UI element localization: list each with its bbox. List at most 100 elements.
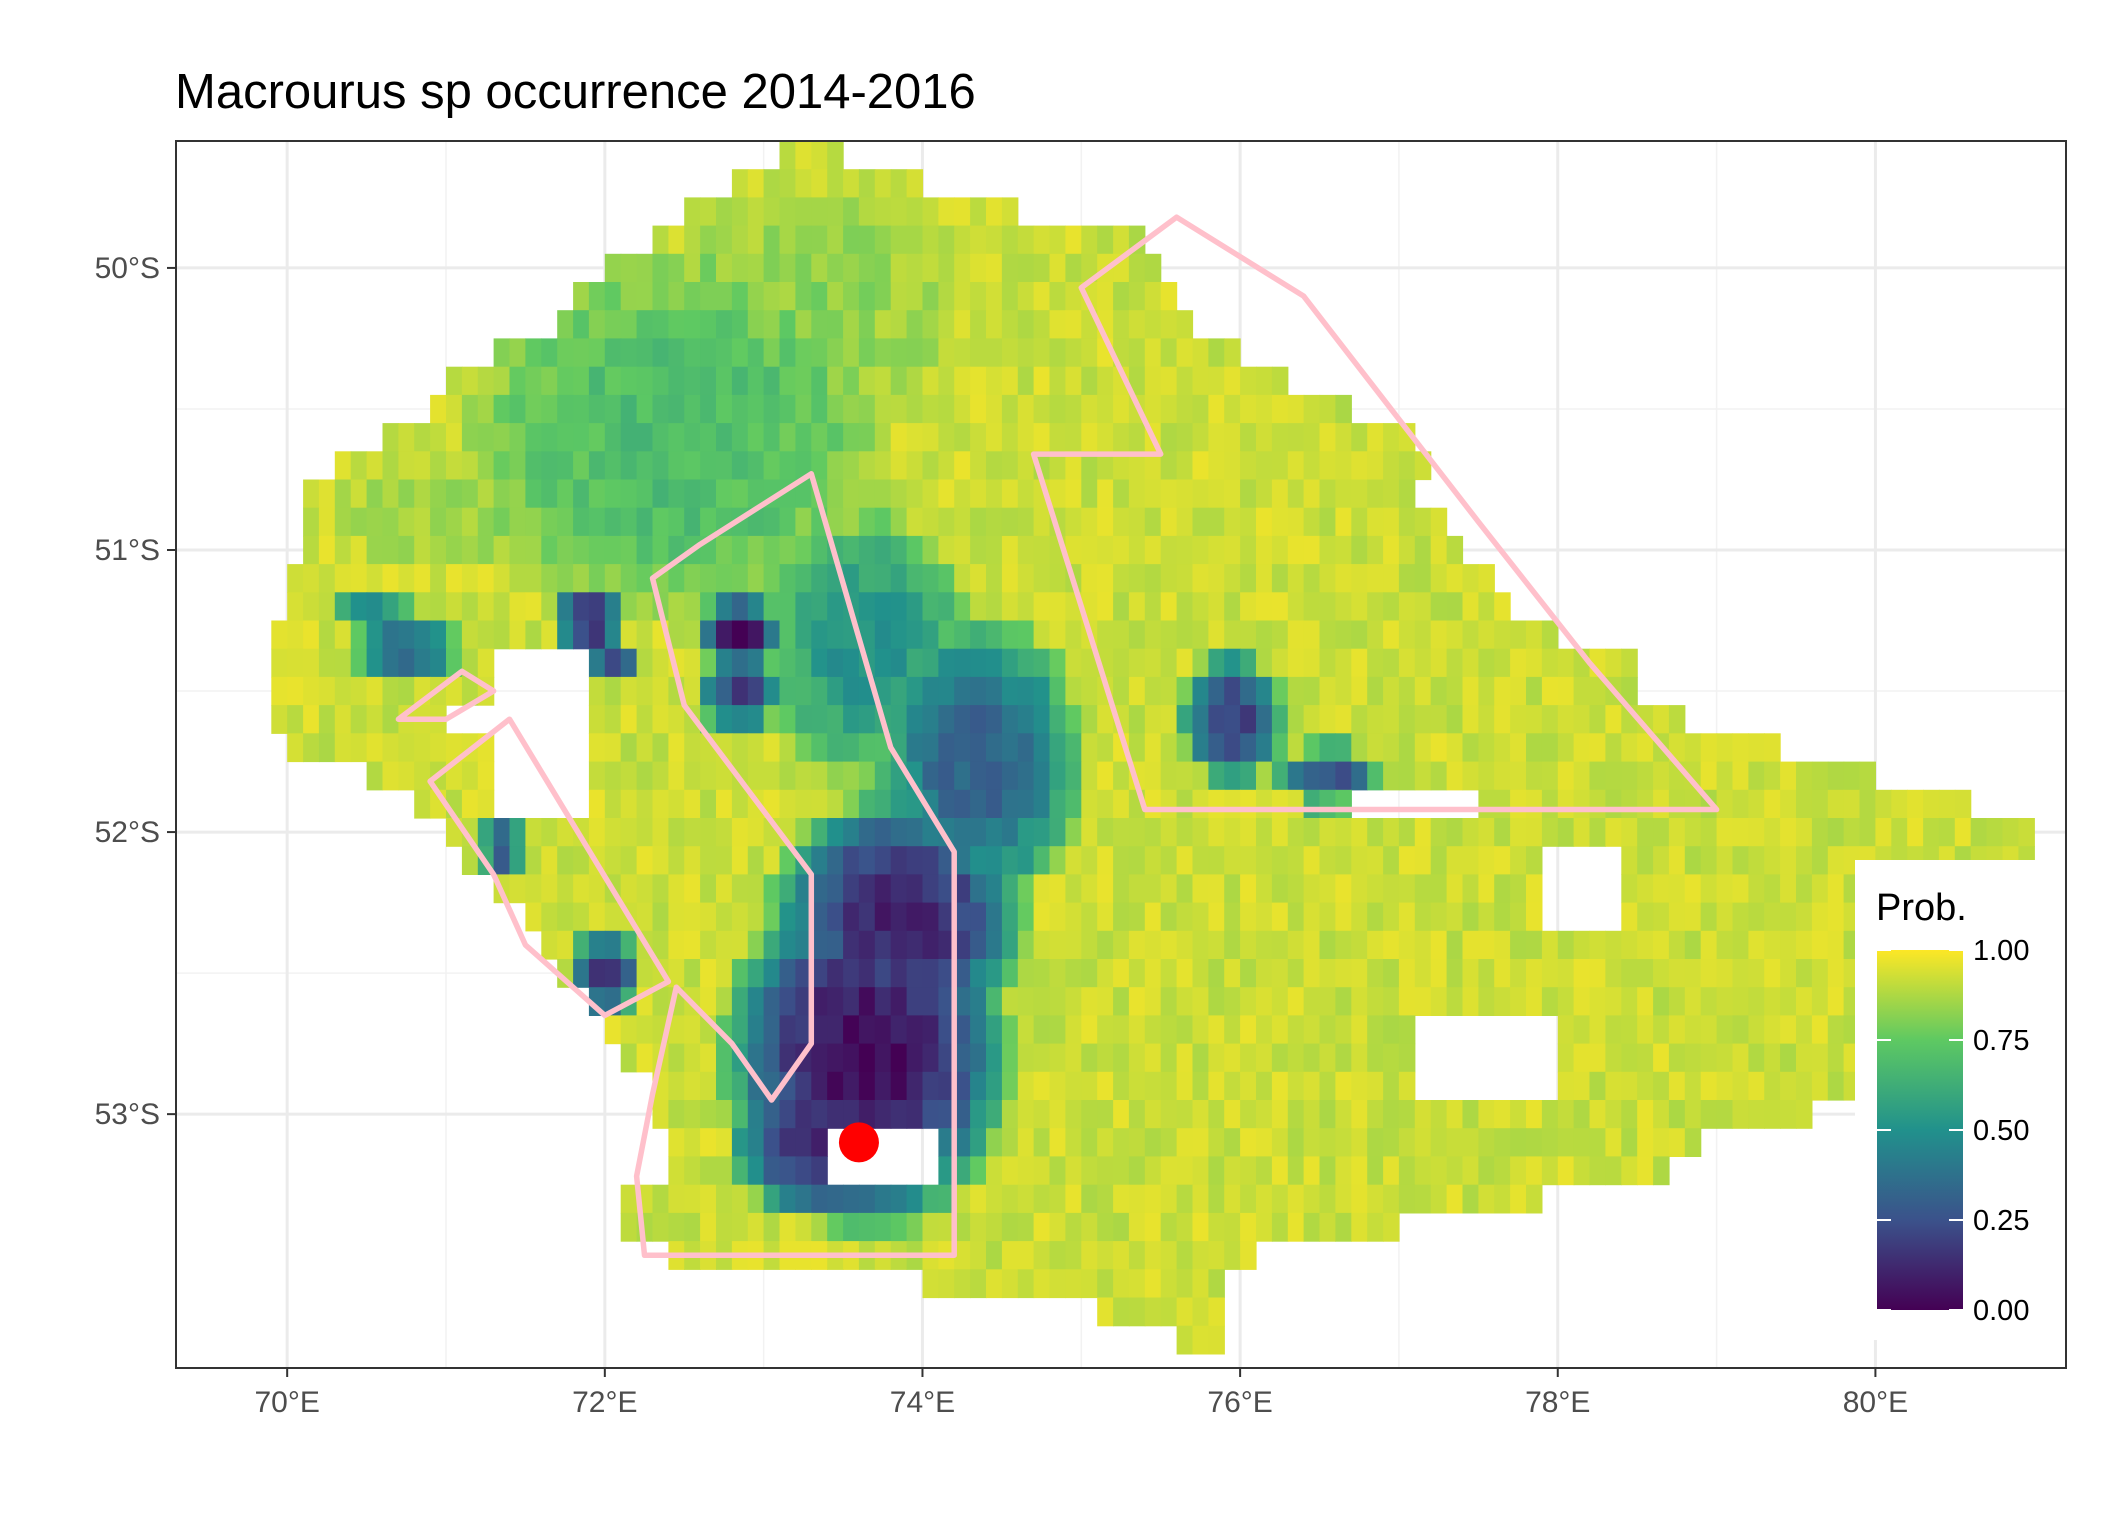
raster-cell [1001, 1184, 1019, 1214]
raster-cell [1303, 959, 1321, 988]
raster-cell [541, 818, 558, 847]
raster-cell [858, 733, 876, 763]
raster-cell [1113, 648, 1130, 678]
raster-cell [334, 705, 352, 734]
raster-cell [700, 338, 717, 368]
raster-cell [1462, 959, 1479, 988]
raster-cell [1097, 592, 1114, 622]
raster-cell [970, 705, 987, 734]
raster-cell [1081, 959, 1098, 988]
raster-cell [1001, 874, 1019, 904]
raster-cell [843, 930, 860, 960]
raster-cell [858, 338, 876, 368]
raster-cell [1541, 648, 1559, 678]
raster-cell [477, 818, 495, 847]
raster-cell [1017, 564, 1035, 593]
raster-cell [1716, 987, 1734, 1016]
raster-cell [1033, 564, 1051, 593]
raster-cell [1303, 535, 1321, 565]
raster-cell [1383, 451, 1400, 481]
raster-cell [1176, 648, 1194, 678]
raster-cell [1541, 676, 1559, 706]
raster-cell [1097, 705, 1114, 734]
raster-cell [763, 592, 781, 622]
raster-cell [1049, 1241, 1066, 1270]
raster-cell [1033, 592, 1051, 622]
raster-cell [1081, 818, 1098, 847]
raster-cell [954, 1071, 971, 1101]
raster-cell [954, 507, 971, 537]
raster-cell [1732, 874, 1749, 904]
raster-cell [938, 1128, 955, 1157]
raster-cell [303, 620, 320, 650]
raster-cell [795, 733, 812, 763]
raster-cell [716, 423, 733, 452]
raster-cell [1033, 1015, 1051, 1045]
raster-cell [1716, 789, 1734, 819]
raster-cell [1446, 1184, 1464, 1214]
raster-cell [1033, 620, 1051, 650]
raster-cell [1001, 310, 1019, 339]
raster-cell [1240, 1184, 1257, 1214]
raster-cell [1033, 225, 1051, 255]
raster-cell [858, 705, 876, 734]
legend-ticks: 1.000.750.500.250.00 [1877, 935, 2029, 1327]
raster-cell [1113, 874, 1130, 904]
raster-cell [731, 282, 749, 311]
raster-cell [318, 564, 336, 593]
raster-cell [636, 733, 654, 763]
raster-cell [811, 1128, 828, 1157]
raster-cell [1414, 733, 1432, 763]
raster-cell [1160, 648, 1178, 678]
raster-cell [954, 423, 971, 452]
raster-cell [938, 874, 955, 904]
raster-cell [1128, 366, 1146, 396]
raster-cell [747, 620, 765, 650]
raster-cell [954, 310, 971, 339]
chart-title: Macrourus sp occurrence 2014-2016 [175, 65, 976, 119]
raster-cell [509, 592, 526, 622]
raster-cell [1208, 451, 1225, 481]
raster-cell [1271, 1100, 1289, 1129]
raster-cell [1113, 394, 1130, 424]
raster-cell [1653, 789, 1670, 819]
raster-cell [1033, 1128, 1051, 1157]
raster-cell [1796, 987, 1813, 1016]
raster-cell [477, 592, 495, 622]
raster-cell [1176, 338, 1194, 368]
raster-cell [874, 648, 892, 678]
raster-cell [1113, 451, 1130, 481]
raster-cell [716, 394, 733, 424]
raster-cell [1049, 592, 1066, 622]
raster-cell [890, 564, 908, 593]
raster-cell [1049, 225, 1066, 255]
raster-cell [843, 451, 860, 481]
raster-cell [668, 253, 685, 283]
raster-cell [938, 451, 955, 481]
raster-cell [1192, 1156, 1209, 1186]
raster-cell [1144, 959, 1162, 988]
raster-cell [1494, 874, 1511, 904]
raster-cell [970, 987, 987, 1016]
raster-cell [1017, 394, 1035, 424]
raster-cell [954, 366, 971, 396]
raster-cell [1160, 1100, 1178, 1129]
raster-cell [827, 648, 844, 678]
raster-cell [1001, 1128, 1019, 1157]
raster-cell [716, 705, 733, 734]
raster-cell [1383, 423, 1400, 452]
raster-cell [652, 253, 669, 283]
raster-cell [604, 930, 622, 960]
raster-cell [1367, 930, 1384, 960]
area-polygon-box-small [395, 668, 497, 722]
raster-cell [1700, 1100, 1718, 1129]
raster-cell [1287, 761, 1305, 791]
raster-cell [890, 930, 908, 960]
raster-cell [636, 366, 654, 396]
raster-cell [1398, 479, 1416, 509]
raster-cell [668, 930, 685, 960]
raster-cell [986, 564, 1003, 593]
raster-cell [636, 620, 654, 650]
raster-cell [1541, 789, 1559, 819]
raster-cell [1160, 902, 1178, 932]
